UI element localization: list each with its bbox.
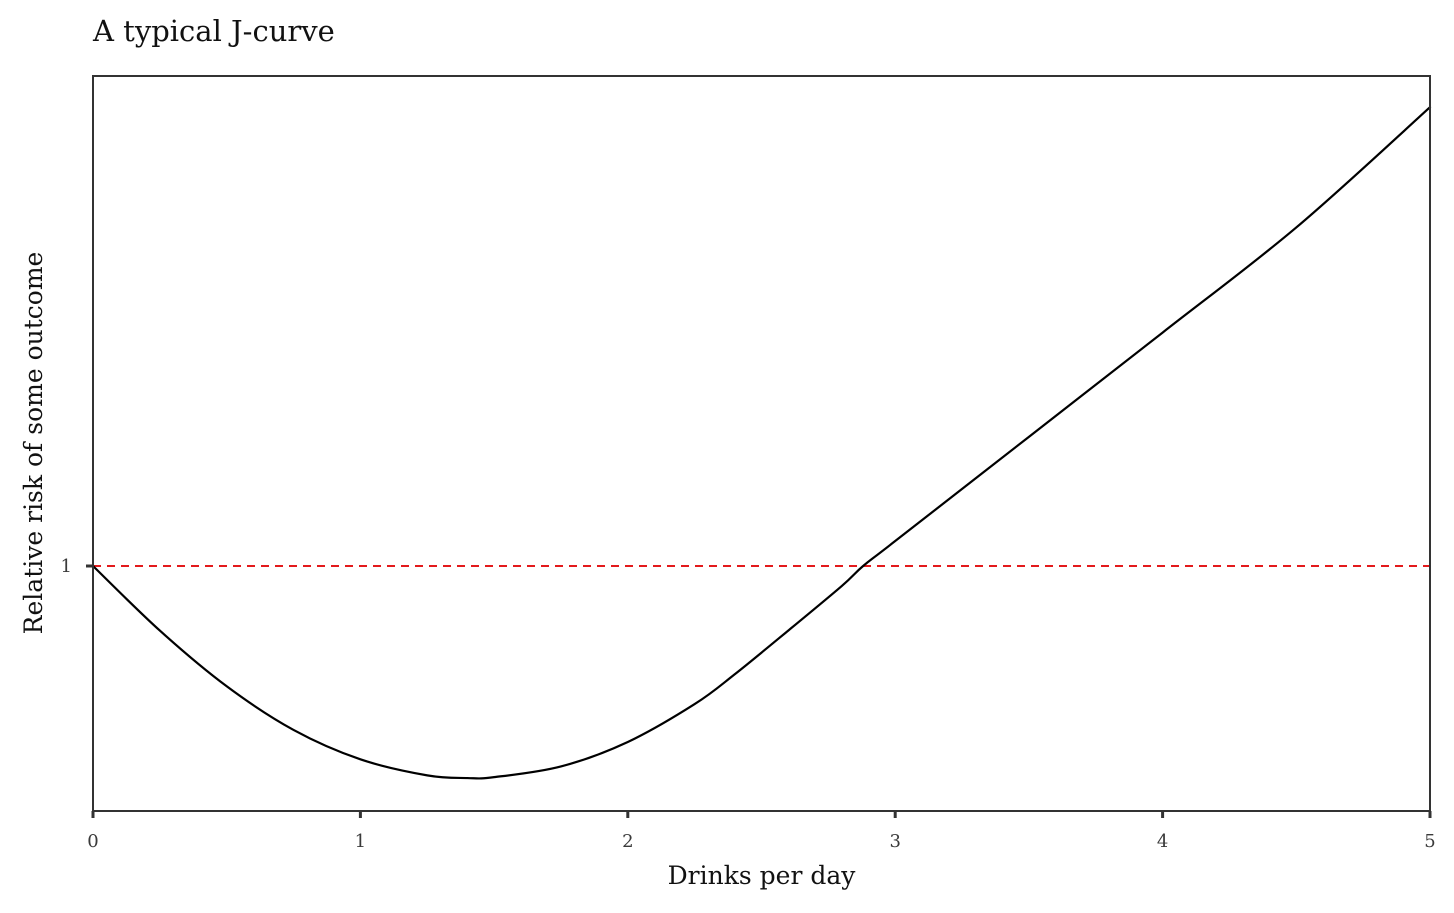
axis-layer: 0 1 2 3 4 5 1 xyxy=(61,556,1436,852)
y-axis-title: Relative risk of some outcome xyxy=(19,252,48,635)
x-tick-label: 0 xyxy=(87,831,98,852)
plot-layer xyxy=(91,106,1432,780)
y-tick-label: 1 xyxy=(61,556,72,577)
x-axis-title: Drinks per day xyxy=(668,861,857,890)
series-line-0 xyxy=(91,106,1432,780)
x-tick-label: 5 xyxy=(1424,831,1435,852)
x-tick-label: 4 xyxy=(1157,831,1168,852)
x-tick-label: 2 xyxy=(622,831,633,852)
plot-frame xyxy=(92,75,1431,812)
chart-title: A typical J-curve xyxy=(93,14,335,48)
x-tick-label: 3 xyxy=(889,831,900,852)
x-tick-label: 1 xyxy=(355,831,366,852)
